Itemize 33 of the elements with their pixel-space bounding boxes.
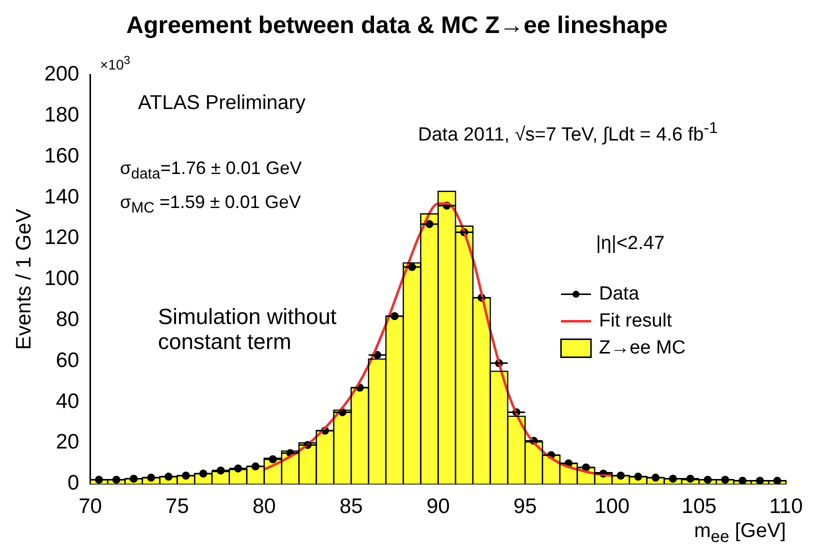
y-tick-label: 160 (44, 144, 80, 168)
annotation: ATLAS Preliminary (138, 92, 306, 115)
x-tick-label: 80 (252, 495, 276, 518)
x-tick-label: 75 (166, 495, 189, 518)
annotation: |η|<2.47 (596, 233, 665, 255)
x-tick-label: 110 (769, 495, 803, 518)
y-tick-label: 20 (56, 430, 80, 454)
y-tick-label: 40 (56, 390, 80, 413)
x-tick-label: 95 (513, 495, 537, 518)
x-tick-label: 85 (339, 495, 363, 518)
y-tick-label: 80 (56, 308, 80, 331)
y-tick-label: 180 (44, 103, 80, 126)
x-tick-label: 70 (78, 495, 102, 518)
text: ×10$^{3}$ (100, 54, 130, 73)
legend-label: Data (599, 284, 640, 305)
annotation: σ$_{data}$=1.76 ± 0.01 GeV (120, 158, 302, 183)
y-tick-label: 120 (44, 226, 80, 250)
y-tick-label: 100 (44, 267, 80, 290)
x-tick-label: 100 (594, 495, 630, 518)
y-tick-label: 0 (68, 472, 80, 495)
annotation: σ$_{MC}$ =1.59 ± 0.01 GeV (120, 192, 301, 217)
legend-label: Z→ee MC (599, 338, 686, 359)
x-tick-label: 105 (682, 495, 717, 518)
x-tick-label: 90 (426, 495, 450, 518)
y-tick-label: 200 (44, 62, 80, 86)
x-axis-title: m$_{ee}$ [GeV] (694, 520, 786, 547)
chart-title: Agreement between data & MC Z→ee lineshape (126, 12, 668, 40)
y-tick-label: 60 (56, 348, 80, 372)
y-axis-title: Events / 1 GeV (12, 208, 36, 350)
annotation: Simulation without constant term (158, 304, 338, 355)
legend-label: Fit result (599, 310, 673, 332)
y-tick-label: 140 (44, 185, 80, 208)
annotation: Data 2011, √s=7 TeV, ∫Ldt = 4.6 fb$^{-1}$ (418, 120, 718, 146)
